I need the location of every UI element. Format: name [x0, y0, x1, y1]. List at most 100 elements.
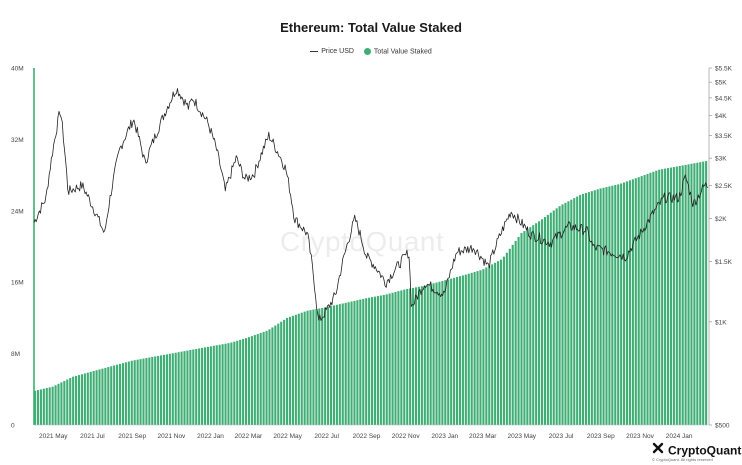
staked-bar	[344, 302, 347, 425]
staked-bar	[63, 380, 66, 425]
staked-bar	[280, 321, 283, 425]
staked-bar	[247, 337, 251, 425]
staked-bar	[570, 199, 573, 425]
staked-bar	[250, 336, 253, 425]
staked-bar	[162, 354, 166, 425]
staked-bar	[274, 325, 277, 425]
staked-bar	[455, 277, 459, 425]
staked-bar	[356, 300, 359, 425]
staked-bar	[286, 317, 289, 425]
staked-bar	[423, 285, 426, 425]
left-axis-ticks: 0 8M 16M 24M 32M 40M	[11, 66, 24, 430]
staked-bar	[321, 307, 324, 425]
staked-bar	[324, 307, 327, 425]
legend-item-price[interactable]: Price USD	[310, 48, 354, 55]
staked-bar	[209, 346, 212, 425]
staked-bar	[461, 275, 464, 425]
staked-bar	[283, 319, 286, 425]
x-tick-label: 2022 Nov	[392, 433, 421, 440]
staked-bar	[42, 388, 45, 425]
staked-bar	[476, 271, 479, 425]
staked-bar	[318, 308, 321, 425]
price-line	[33, 88, 709, 321]
staked-bar	[499, 259, 503, 425]
staked-bar	[391, 292, 394, 425]
staked-bar	[699, 162, 702, 425]
staked-bar	[218, 344, 221, 425]
staked-bar	[92, 371, 95, 425]
staked-bar	[473, 271, 476, 425]
staked-bar	[165, 354, 168, 425]
staked-bar	[60, 382, 63, 425]
staked-bar	[540, 219, 544, 425]
legend-item-staked[interactable]: Total Value Staked	[363, 48, 432, 55]
watermark: CryptoQuant	[280, 226, 445, 257]
staked-bar	[189, 350, 192, 425]
x-tick-label: 2023 May	[508, 433, 537, 440]
staked-bar	[447, 279, 450, 425]
staked-bar	[116, 364, 119, 425]
staked-bar	[186, 350, 189, 425]
left-tick-label: 16M	[11, 280, 24, 287]
staked-bar	[174, 352, 177, 425]
staked-bar	[435, 282, 438, 425]
right-tick-label: $3.5K	[715, 133, 733, 140]
staked-bar	[171, 353, 174, 425]
x-axis-ticks: 2021 May 2021 Jul 2021 Sep 2021 Nov 2022 Jan…	[39, 433, 693, 440]
staked-bar	[373, 296, 377, 425]
chart-title: Ethereum: Total Value Staked	[280, 20, 462, 35]
right-tick-label: $500	[715, 423, 730, 430]
staked-bar	[497, 261, 500, 425]
staked-bar	[230, 342, 233, 425]
staked-bar	[546, 214, 549, 425]
x-tick-label: 2021 Sep	[118, 433, 146, 440]
right-tick-label: $3K	[715, 156, 727, 163]
staked-bar	[576, 196, 579, 425]
staked-bar	[239, 339, 242, 425]
staked-bar	[110, 366, 113, 425]
staked-bar	[587, 192, 590, 425]
staked-bar	[359, 299, 362, 425]
staked-bar	[385, 294, 388, 425]
staked-bar	[441, 280, 444, 425]
staked-bar	[148, 357, 151, 425]
staked-bar	[157, 355, 160, 425]
staked-bar	[409, 288, 412, 425]
staked-bar	[77, 375, 81, 425]
brand-logo: CryptoQuant	[651, 441, 741, 460]
right-tick-label: $4.5K	[715, 95, 733, 102]
staked-bar	[151, 356, 154, 425]
staked-bar	[168, 353, 171, 425]
staked-bar	[54, 385, 57, 425]
staked-bar	[262, 331, 265, 425]
staked-bar	[467, 273, 470, 425]
staked-bar	[160, 355, 163, 425]
staked-bar	[201, 347, 204, 425]
staked-bar	[139, 359, 142, 425]
staked-bar	[555, 208, 558, 425]
staked-bar	[303, 311, 306, 425]
staked-bar	[464, 274, 467, 425]
staked-bar	[371, 297, 374, 425]
staked-bar	[581, 193, 585, 425]
staked-bar	[438, 281, 441, 425]
staked-bar	[332, 305, 336, 425]
staked-bar	[444, 280, 447, 425]
staked-bar	[573, 198, 576, 425]
staked-bar	[45, 388, 48, 425]
staked-bar	[640, 176, 643, 425]
staked-bar	[365, 298, 368, 425]
staked-bar	[412, 287, 415, 425]
staked-bar	[678, 165, 681, 426]
staked-bar	[596, 189, 599, 425]
staked-bar	[259, 332, 262, 425]
x-tick-label: 2023 Mar	[469, 433, 497, 440]
staked-bar	[614, 185, 617, 425]
staked-bar	[584, 193, 588, 425]
staked-bar	[494, 262, 497, 425]
staked-bar	[98, 369, 101, 425]
staked-bar	[658, 169, 661, 425]
staked-bar	[341, 303, 344, 425]
staked-bar	[543, 217, 547, 425]
staked-bar	[203, 347, 207, 425]
